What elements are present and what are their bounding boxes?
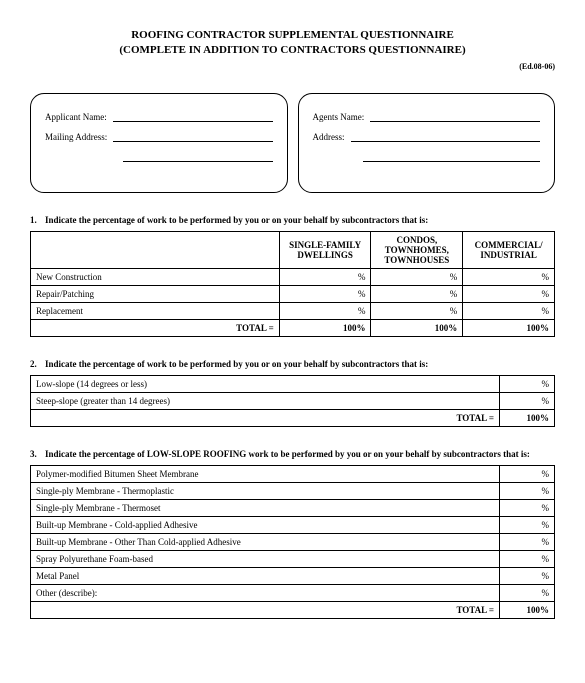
applicant-name-input[interactable] — [113, 112, 273, 122]
q1-row0-v3[interactable]: % — [463, 268, 555, 285]
agent-address-input[interactable] — [351, 132, 541, 142]
q3-row3-v[interactable]: % — [500, 516, 555, 533]
q3-row3-label: Built-up Membrane - Cold-applied Adhesiv… — [31, 516, 500, 533]
q3-row2-label: Single-ply Membrane - Thermoset — [31, 499, 500, 516]
q3-row7-v[interactable]: % — [500, 584, 555, 601]
table-row: Polymer-modified Bitumen Sheet Membrane% — [31, 465, 555, 482]
q1-row2-v1[interactable]: % — [279, 302, 371, 319]
q3-total-label: TOTAL = — [31, 601, 500, 618]
agent-name-input[interactable] — [370, 112, 540, 122]
table-row: Other (describe):% — [31, 584, 555, 601]
q3-row1-v[interactable]: % — [500, 482, 555, 499]
info-boxes: Applicant Name: Mailing Address: Agents … — [30, 93, 555, 193]
q2-text: Indicate the percentage of work to be pe… — [45, 359, 555, 369]
q3-row2-v[interactable]: % — [500, 499, 555, 516]
q1-total-3: 100% — [463, 319, 555, 336]
question-2: 2. Indicate the percentage of work to be… — [30, 359, 555, 369]
q1-total-1: 100% — [279, 319, 371, 336]
question-1: 1. Indicate the percentage of work to be… — [30, 215, 555, 225]
applicant-address-input[interactable] — [113, 132, 272, 142]
q3-number: 3. — [30, 449, 45, 459]
q1-row0-label: New Construction — [31, 268, 280, 285]
q3-row6-label: Metal Panel — [31, 567, 500, 584]
agent-box: Agents Name: Address: — [298, 93, 556, 193]
q3-row4-v[interactable]: % — [500, 533, 555, 550]
agent-address-label: Address: — [313, 132, 345, 142]
q3-row7-label: Other (describe): — [31, 584, 500, 601]
table-row: Single-ply Membrane - Thermoplastic% — [31, 482, 555, 499]
q1-col1-header: SINGLE-FAMILY DWELLINGS — [279, 231, 371, 268]
agent-name-field: Agents Name: — [313, 112, 541, 122]
q3-text: Indicate the percentage of LOW-SLOPE ROO… — [45, 449, 555, 459]
agent-address-field: Address: — [313, 132, 541, 142]
q1-col2-line1: CONDOS, — [376, 235, 457, 245]
table-row: New Construction % % % — [31, 268, 555, 285]
q3-row0-label: Polymer-modified Bitumen Sheet Membrane — [31, 465, 500, 482]
q1-row1-v3[interactable]: % — [463, 285, 555, 302]
q1-table: SINGLE-FAMILY DWELLINGS CONDOS, TOWNHOME… — [30, 231, 555, 337]
edition-label: (Ed.08-06) — [30, 62, 555, 71]
q3-row0-v[interactable]: % — [500, 465, 555, 482]
applicant-address-label: Mailing Address: — [45, 132, 107, 142]
applicant-box: Applicant Name: Mailing Address: — [30, 93, 288, 193]
title-line-2: (COMPLETE IN ADDITION TO CONTRACTORS QUE… — [30, 43, 555, 58]
q2-row0-v[interactable]: % — [500, 375, 555, 392]
agent-address-input-2[interactable] — [363, 152, 541, 162]
table-row: Built-up Membrane - Other Than Cold-appl… — [31, 533, 555, 550]
q1-row2-label: Replacement — [31, 302, 280, 319]
q3-row4-label: Built-up Membrane - Other Than Cold-appl… — [31, 533, 500, 550]
q1-row0-v1[interactable]: % — [279, 268, 371, 285]
q1-row1-v2[interactable]: % — [371, 285, 463, 302]
table-row: Replacement % % % — [31, 302, 555, 319]
q2-table: Low-slope (14 degrees or less) % Steep-s… — [30, 375, 555, 427]
q2-total-row: TOTAL = 100% — [31, 409, 555, 426]
agent-name-label: Agents Name: — [313, 112, 365, 122]
q2-number: 2. — [30, 359, 45, 369]
q1-row0-v2[interactable]: % — [371, 268, 463, 285]
q2-row1-label: Steep-slope (greater than 14 degrees) — [31, 392, 500, 409]
q1-total-row: TOTAL = 100% 100% 100% — [31, 319, 555, 336]
q2-row0-label: Low-slope (14 degrees or less) — [31, 375, 500, 392]
q2-total-label: TOTAL = — [31, 409, 500, 426]
applicant-name-label: Applicant Name: — [45, 112, 107, 122]
q1-number: 1. — [30, 215, 45, 225]
q1-header-blank — [31, 231, 280, 268]
q2-row1-v[interactable]: % — [500, 392, 555, 409]
q3-row6-v[interactable]: % — [500, 567, 555, 584]
page-title: ROOFING CONTRACTOR SUPPLEMENTAL QUESTION… — [30, 28, 555, 58]
q3-row5-v[interactable]: % — [500, 550, 555, 567]
q3-total: 100% — [500, 601, 555, 618]
applicant-name-field: Applicant Name: — [45, 112, 273, 122]
q1-col3-header: COMMERCIAL/ INDUSTRIAL — [463, 231, 555, 268]
q3-row5-label: Spray Polyurethane Foam-based — [31, 550, 500, 567]
applicant-address-field: Mailing Address: — [45, 132, 273, 142]
title-line-1: ROOFING CONTRACTOR SUPPLEMENTAL QUESTION… — [30, 28, 555, 43]
q1-row2-v2[interactable]: % — [371, 302, 463, 319]
table-row: Spray Polyurethane Foam-based% — [31, 550, 555, 567]
q1-col2-line2: TOWNHOMES, — [376, 245, 457, 255]
q1-row1-v1[interactable]: % — [279, 285, 371, 302]
q1-col2-line3: TOWNHOUSES — [376, 255, 457, 265]
q1-total-2: 100% — [371, 319, 463, 336]
table-row: Low-slope (14 degrees or less) % — [31, 375, 555, 392]
q3-total-row: TOTAL = 100% — [31, 601, 555, 618]
q1-text: Indicate the percentage of work to be pe… — [45, 215, 555, 225]
question-3: 3. Indicate the percentage of LOW-SLOPE … — [30, 449, 555, 459]
table-row: Single-ply Membrane - Thermoset% — [31, 499, 555, 516]
table-row: Steep-slope (greater than 14 degrees) % — [31, 392, 555, 409]
q1-total-label: TOTAL = — [31, 319, 280, 336]
q3-row1-label: Single-ply Membrane - Thermoplastic — [31, 482, 500, 499]
table-row: Built-up Membrane - Cold-applied Adhesiv… — [31, 516, 555, 533]
table-row: Metal Panel% — [31, 567, 555, 584]
applicant-address-input-2[interactable] — [123, 152, 273, 162]
q1-row1-label: Repair/Patching — [31, 285, 280, 302]
table-row: Repair/Patching % % % — [31, 285, 555, 302]
q3-table: Polymer-modified Bitumen Sheet Membrane%… — [30, 465, 555, 619]
q1-row2-v3[interactable]: % — [463, 302, 555, 319]
q2-total: 100% — [500, 409, 555, 426]
q1-col2-header: CONDOS, TOWNHOMES, TOWNHOUSES — [371, 231, 463, 268]
